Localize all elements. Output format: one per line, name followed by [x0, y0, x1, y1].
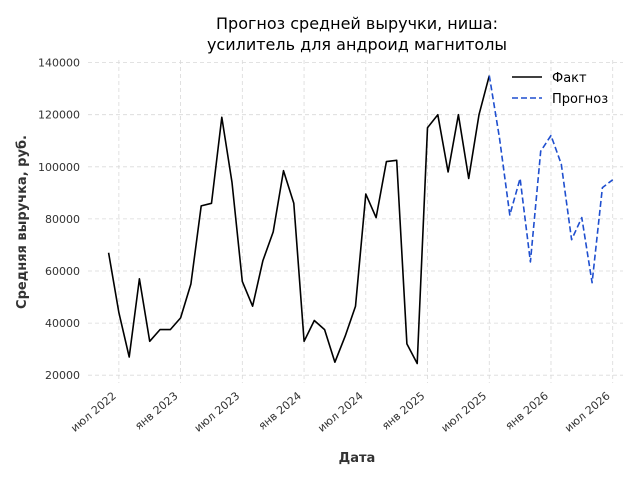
- y-tick-label: 60000: [45, 265, 80, 278]
- y-tick-label: 100000: [38, 161, 80, 174]
- x-axis-label: Дата: [339, 451, 376, 466]
- x-tick-label: июл 2023: [192, 389, 242, 434]
- y-tick-label: 20000: [45, 369, 80, 382]
- series-layer: [107, 75, 614, 365]
- y-axis-label: Средняя выручка, руб.: [15, 135, 30, 309]
- x-tick-label: янв 2026: [503, 389, 551, 432]
- grid: [88, 60, 623, 383]
- x-tick-label: июл 2025: [439, 389, 489, 434]
- y-tick-label: 140000: [38, 57, 80, 70]
- x-tick-label: янв 2023: [132, 389, 180, 432]
- x-tick-label: июл 2022: [68, 389, 118, 434]
- x-tick-label: янв 2024: [256, 389, 304, 432]
- y-tick-label: 40000: [45, 317, 80, 330]
- chart-title-line-1: Прогноз средней выручки, ниша:: [216, 14, 498, 33]
- legend: Факт Прогноз: [512, 71, 608, 107]
- series-line-fact: [107, 75, 491, 365]
- series-line-forecast: [488, 75, 614, 284]
- x-tick-label: июл 2024: [315, 389, 365, 434]
- legend-label-forecast: Прогноз: [552, 92, 608, 107]
- legend-label-fact: Факт: [552, 71, 587, 86]
- chart-title-line-2: усилитель для андроид магнитолы: [207, 35, 507, 54]
- x-tick-label: июл 2026: [562, 389, 612, 434]
- y-tick-label: 80000: [45, 213, 80, 226]
- x-tick-label: янв 2025: [379, 389, 427, 432]
- y-axis-ticks: 20000 40000 60000 80000 100000 120000 140000: [38, 57, 80, 383]
- x-axis-ticks: июл 2022 янв 2023 июл 2023 янв 2024 июл 2024…: [68, 389, 612, 434]
- y-tick-label: 120000: [38, 109, 80, 122]
